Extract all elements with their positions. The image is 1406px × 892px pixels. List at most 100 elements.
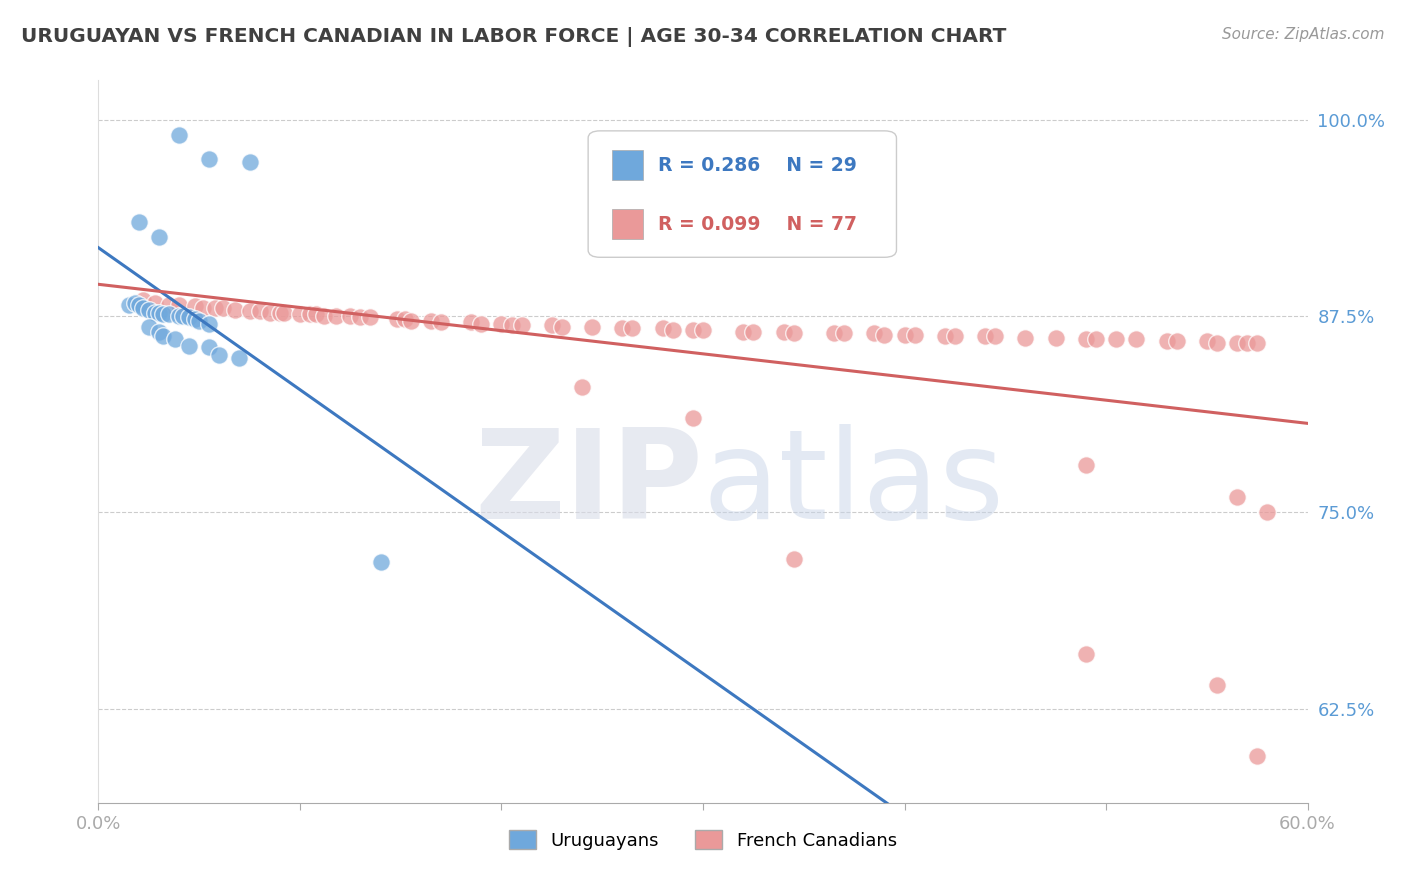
Point [157, 298, 180, 312]
Point [152, 307, 174, 321]
Point [212, 301, 235, 315]
Point [198, 340, 221, 354]
Point [184, 312, 207, 326]
Point [360, 310, 382, 325]
Point [1156, 334, 1178, 348]
Point [783, 326, 806, 341]
Point [1014, 331, 1036, 345]
Point [1246, 335, 1268, 350]
Point [904, 327, 927, 342]
Point [385, 312, 408, 326]
Point [124, 296, 146, 310]
Point [132, 293, 155, 308]
Point [651, 321, 673, 335]
Point [772, 325, 794, 339]
Point [314, 309, 336, 323]
Point [682, 411, 704, 425]
Point [305, 307, 328, 321]
Point [349, 310, 371, 325]
Text: R = 0.286    N = 29: R = 0.286 N = 29 [658, 156, 858, 175]
Point [984, 329, 1007, 343]
Point [1236, 335, 1258, 350]
Point [1226, 490, 1249, 504]
Point [188, 313, 211, 327]
Text: atlas: atlas [703, 425, 1005, 545]
Point [823, 326, 845, 341]
Point [179, 339, 201, 353]
Point [934, 329, 956, 343]
Point [873, 327, 896, 342]
Point [228, 351, 250, 366]
Point [571, 379, 593, 393]
Point [430, 315, 453, 329]
Point [269, 306, 291, 320]
Point [179, 310, 201, 325]
Point [370, 556, 392, 570]
Point [661, 323, 683, 337]
Point [621, 321, 644, 335]
Point [783, 552, 806, 566]
Point [325, 309, 347, 323]
Point [1125, 333, 1147, 347]
Point [551, 319, 574, 334]
Legend: Uruguayans, French Canadians: Uruguayans, French Canadians [501, 822, 905, 859]
Bar [613, 209, 643, 239]
Point [259, 306, 281, 320]
Point [198, 317, 221, 331]
Point [239, 304, 262, 318]
Point [128, 214, 150, 228]
Text: ZIP: ZIP [474, 425, 703, 545]
Point [138, 319, 160, 334]
Point [167, 128, 190, 143]
Point [510, 318, 533, 333]
Point [540, 318, 562, 333]
Point [1206, 678, 1229, 692]
Point [742, 325, 765, 339]
Point [299, 307, 322, 321]
Point [157, 307, 180, 321]
Point [152, 329, 174, 343]
Point [239, 155, 262, 169]
Bar [613, 150, 643, 180]
Point [682, 323, 704, 337]
Point [143, 296, 166, 310]
Point [863, 326, 886, 341]
Point [167, 309, 190, 323]
Text: R = 0.099    N = 77: R = 0.099 N = 77 [658, 215, 858, 234]
Point [1074, 458, 1097, 472]
Point [1105, 333, 1128, 347]
Point [733, 325, 755, 339]
Point [420, 313, 443, 327]
Point [692, 323, 714, 337]
Point [249, 304, 271, 318]
Point [208, 348, 231, 362]
Text: Source: ZipAtlas.com: Source: ZipAtlas.com [1222, 27, 1385, 42]
Point [193, 301, 215, 315]
Point [148, 230, 170, 244]
Point [1226, 335, 1249, 350]
Point [143, 306, 166, 320]
Text: URUGUAYAN VS FRENCH CANADIAN IN LABOR FORCE | AGE 30-34 CORRELATION CHART: URUGUAYAN VS FRENCH CANADIAN IN LABOR FO… [21, 27, 1007, 46]
Point [273, 306, 295, 320]
Point [1085, 333, 1108, 347]
Point [470, 317, 492, 331]
Point [1195, 334, 1218, 348]
Point [1074, 647, 1097, 661]
FancyBboxPatch shape [588, 131, 897, 257]
Point [460, 315, 482, 329]
Point [399, 313, 422, 327]
Point [1045, 331, 1067, 345]
Point [288, 307, 311, 321]
Point [132, 301, 155, 315]
Point [184, 300, 207, 314]
Point [581, 319, 603, 334]
Point [974, 329, 997, 343]
Point [943, 329, 966, 343]
Point [172, 309, 194, 323]
Point [1256, 505, 1278, 519]
Point [163, 333, 186, 347]
Point [339, 309, 361, 323]
Point [148, 306, 170, 320]
Point [1246, 748, 1268, 763]
Point [491, 317, 513, 331]
